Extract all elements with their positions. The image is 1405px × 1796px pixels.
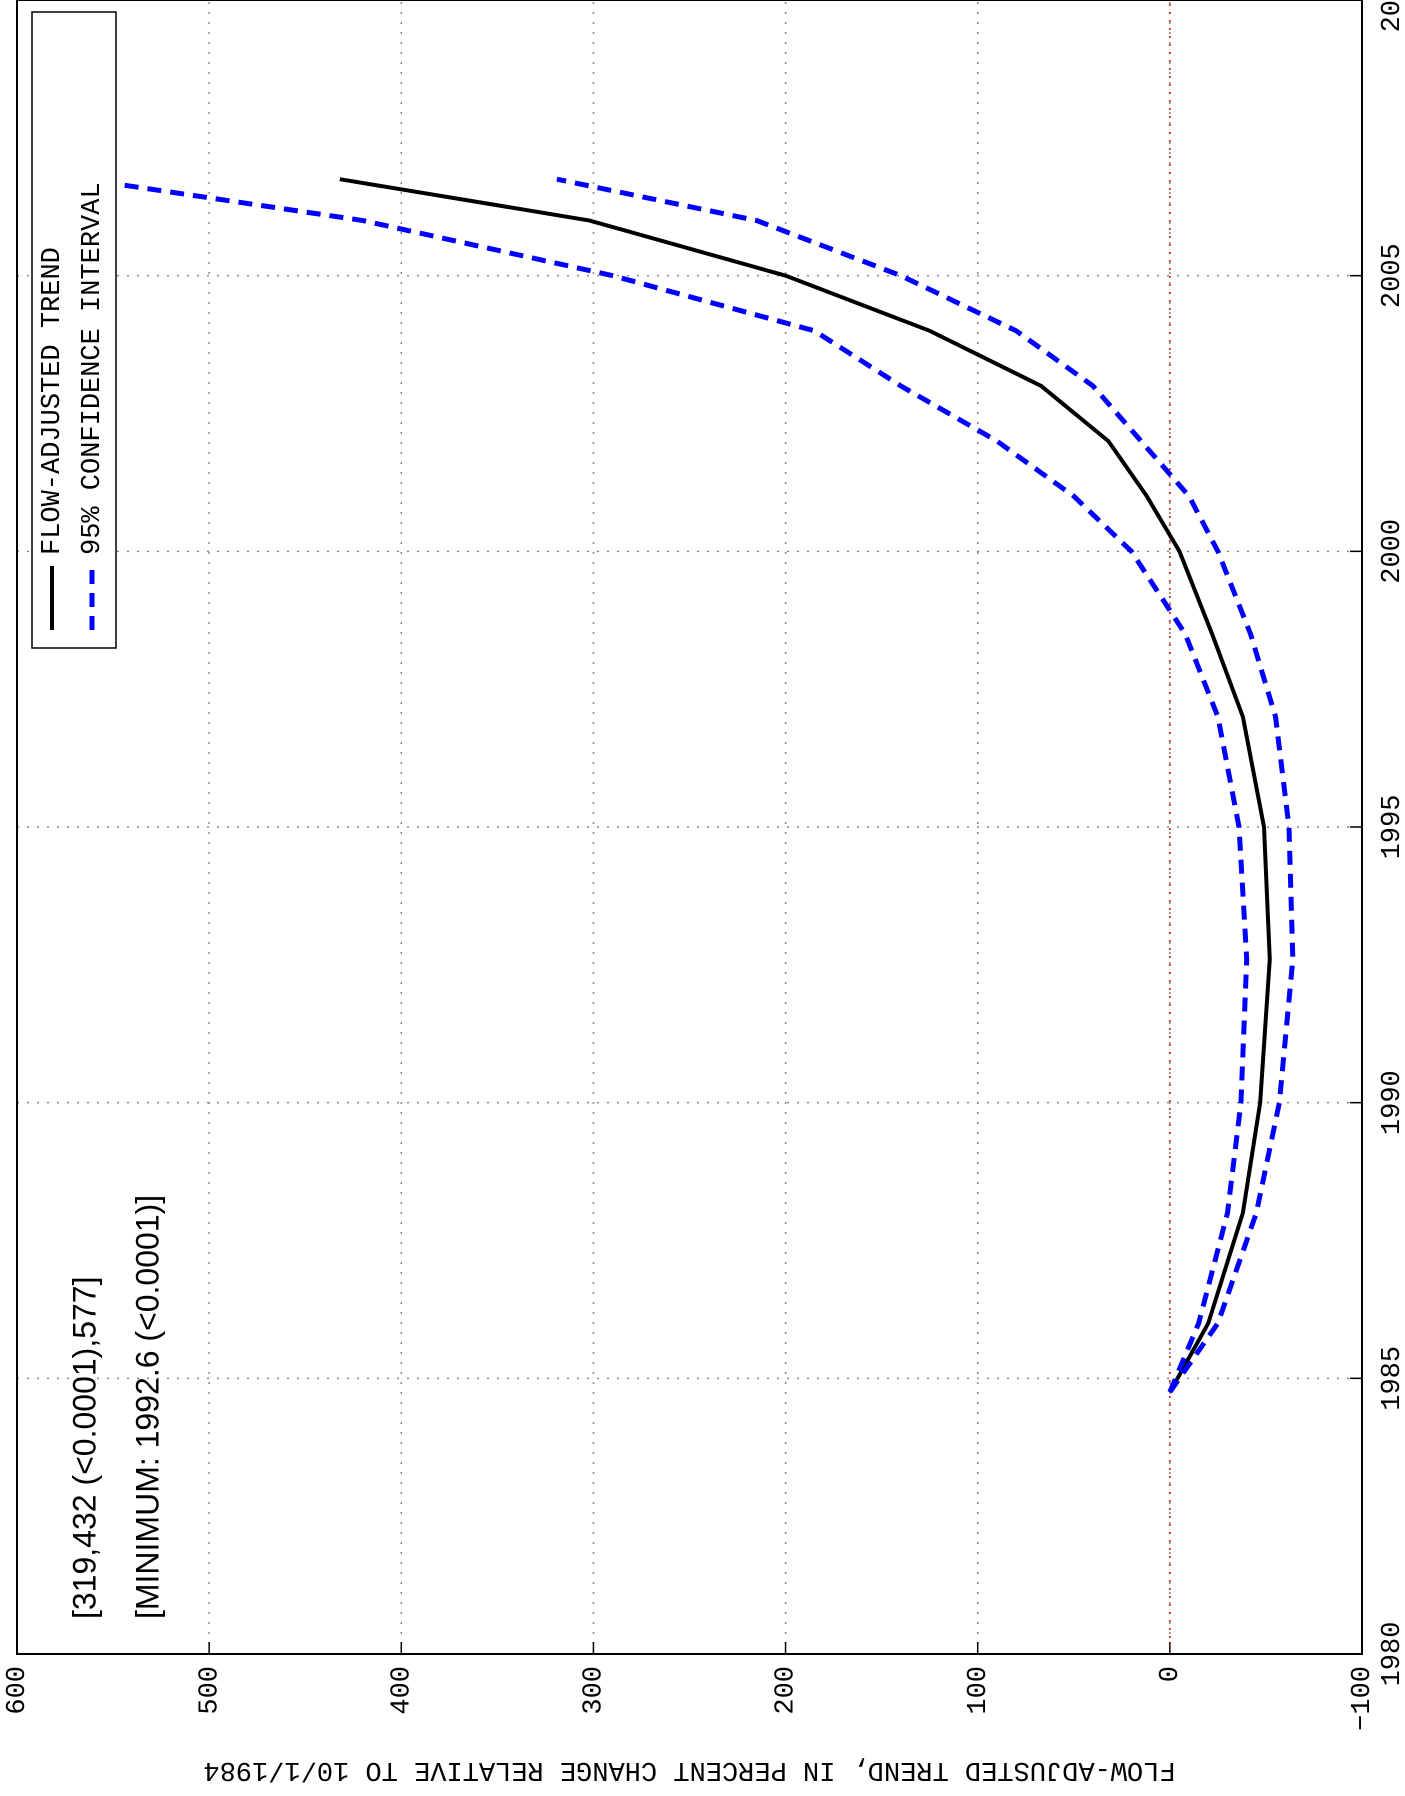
y-tick-label: 100 xyxy=(964,1666,994,1715)
x-tick-label: 2010 xyxy=(1378,0,1405,32)
x-tick-label: 1985 xyxy=(1378,1346,1405,1411)
x-tick-label: 2005 xyxy=(1378,243,1405,308)
y-tick-label: 0 xyxy=(1156,1666,1186,1682)
y-tick-label: −100 xyxy=(1348,1666,1378,1731)
plot-frame xyxy=(16,0,1363,1655)
y-tick-label: 500 xyxy=(195,1666,225,1715)
y-tick-label: 200 xyxy=(772,1666,802,1715)
x-tick-label: 1990 xyxy=(1378,1070,1405,1135)
y-axis-label: FLOW-ADJUSTED TREND, IN PERCENT CHANGE R… xyxy=(203,1754,1175,1784)
y-tick-label: 300 xyxy=(580,1666,610,1715)
x-tick-label: 2000 xyxy=(1378,519,1405,584)
legend-box xyxy=(31,11,117,649)
x-tick-label: 1980 xyxy=(1378,1622,1405,1687)
series-line xyxy=(120,182,1250,1394)
x-tick-label: 1995 xyxy=(1378,795,1405,860)
annotation: [MINIMUM: 1992.6 (<0.0001)] xyxy=(129,1195,165,1619)
y-tick-label: 600 xyxy=(3,1666,33,1715)
rotated-plot: 1980 1985 1990 1995 2000 2005 2010 −100 0 100 200 3… xyxy=(3,0,1405,1784)
series-line xyxy=(339,177,1272,1394)
legend-label: 95% CONFIDENCE INTERVAL xyxy=(78,182,108,555)
y-tick-label: 400 xyxy=(387,1666,417,1715)
legend-label: FLOW-ADJUSTED TREND xyxy=(38,247,68,555)
annotation: [319,432 (<0.0001),577] xyxy=(66,1277,102,1620)
series-line xyxy=(556,176,1296,1394)
